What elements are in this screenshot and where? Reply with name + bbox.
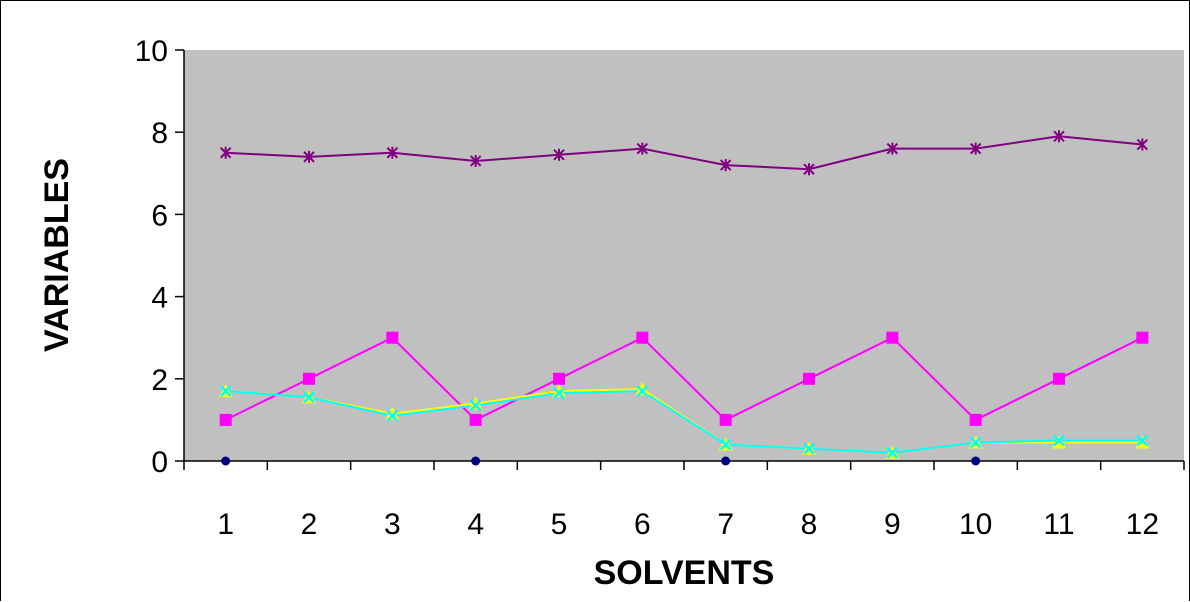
data-point xyxy=(721,456,731,466)
y-tick-label: 4 xyxy=(151,282,168,315)
y-tick-label: 2 xyxy=(151,364,168,397)
data-point xyxy=(469,399,482,412)
y-tick-label: 0 xyxy=(151,446,168,479)
series-line xyxy=(225,336,1143,422)
data-point xyxy=(969,436,982,449)
data-point xyxy=(1136,434,1149,447)
data-point xyxy=(221,456,231,466)
data-point xyxy=(803,372,815,385)
data-point xyxy=(385,406,400,420)
data-point xyxy=(386,331,399,344)
x-tick-label: 3 xyxy=(384,508,401,541)
data-point xyxy=(969,413,982,426)
data-point xyxy=(552,384,566,398)
data-point xyxy=(803,442,815,455)
y-tick-label: 10 xyxy=(135,35,168,68)
data-point xyxy=(386,409,399,422)
data-point xyxy=(969,142,982,155)
data-point xyxy=(471,456,481,466)
data-point xyxy=(1053,130,1065,143)
data-point xyxy=(636,142,649,155)
data-point xyxy=(636,331,649,344)
data-point xyxy=(386,146,399,159)
data-point xyxy=(219,146,232,159)
y-axis-title: VARIABLES xyxy=(38,158,76,352)
data-point xyxy=(719,159,732,172)
data-point xyxy=(303,372,315,385)
x-tick-label: 12 xyxy=(1126,508,1159,541)
data-point xyxy=(1053,372,1065,385)
data-point xyxy=(886,142,899,155)
data-point xyxy=(303,391,315,404)
y-tick-label: 8 xyxy=(151,117,168,150)
data-point xyxy=(886,446,899,459)
data-point xyxy=(719,413,732,426)
x-tick-label: 1 xyxy=(217,508,234,541)
x-tick-label: 4 xyxy=(467,508,484,541)
data-point xyxy=(1136,138,1149,151)
x-tick-label: 11 xyxy=(1043,508,1074,541)
x-tick-label: 8 xyxy=(801,508,818,541)
series-markers xyxy=(218,130,1150,466)
data-point xyxy=(553,148,565,161)
x-tick-label: 9 xyxy=(884,508,901,541)
data-point xyxy=(469,413,482,426)
data-point xyxy=(469,154,482,167)
data-point xyxy=(303,150,315,163)
data-point xyxy=(1053,434,1065,447)
x-tick-label: 7 xyxy=(717,508,734,541)
plot-area xyxy=(184,50,1184,461)
x-tick-label: 5 xyxy=(551,508,568,541)
y-axis-ticks: 0 2 4 6 8 10 xyxy=(135,35,184,479)
data-point xyxy=(636,385,649,398)
data-point xyxy=(635,382,650,396)
x-axis-ticks: 1 2 3 4 5 6 7 8 9 10 11 12 xyxy=(183,461,1185,541)
data-point xyxy=(971,456,981,466)
data-point xyxy=(1136,331,1149,344)
data-point xyxy=(553,372,565,385)
data-point xyxy=(468,396,483,410)
series-line xyxy=(225,390,1143,454)
data-point xyxy=(886,331,899,344)
x-tick-label: 2 xyxy=(301,508,318,541)
x-axis-title: SOLVENTS xyxy=(594,554,775,592)
data-point xyxy=(719,438,732,451)
data-point xyxy=(219,413,232,426)
data-point xyxy=(553,387,565,400)
data-point xyxy=(803,163,815,176)
x-tick-label: 6 xyxy=(634,508,651,541)
series-line xyxy=(225,135,1143,171)
y-tick-label: 6 xyxy=(151,199,168,232)
data-point xyxy=(219,385,232,398)
x-tick-label: 10 xyxy=(959,508,992,541)
series-lines xyxy=(225,135,1143,454)
